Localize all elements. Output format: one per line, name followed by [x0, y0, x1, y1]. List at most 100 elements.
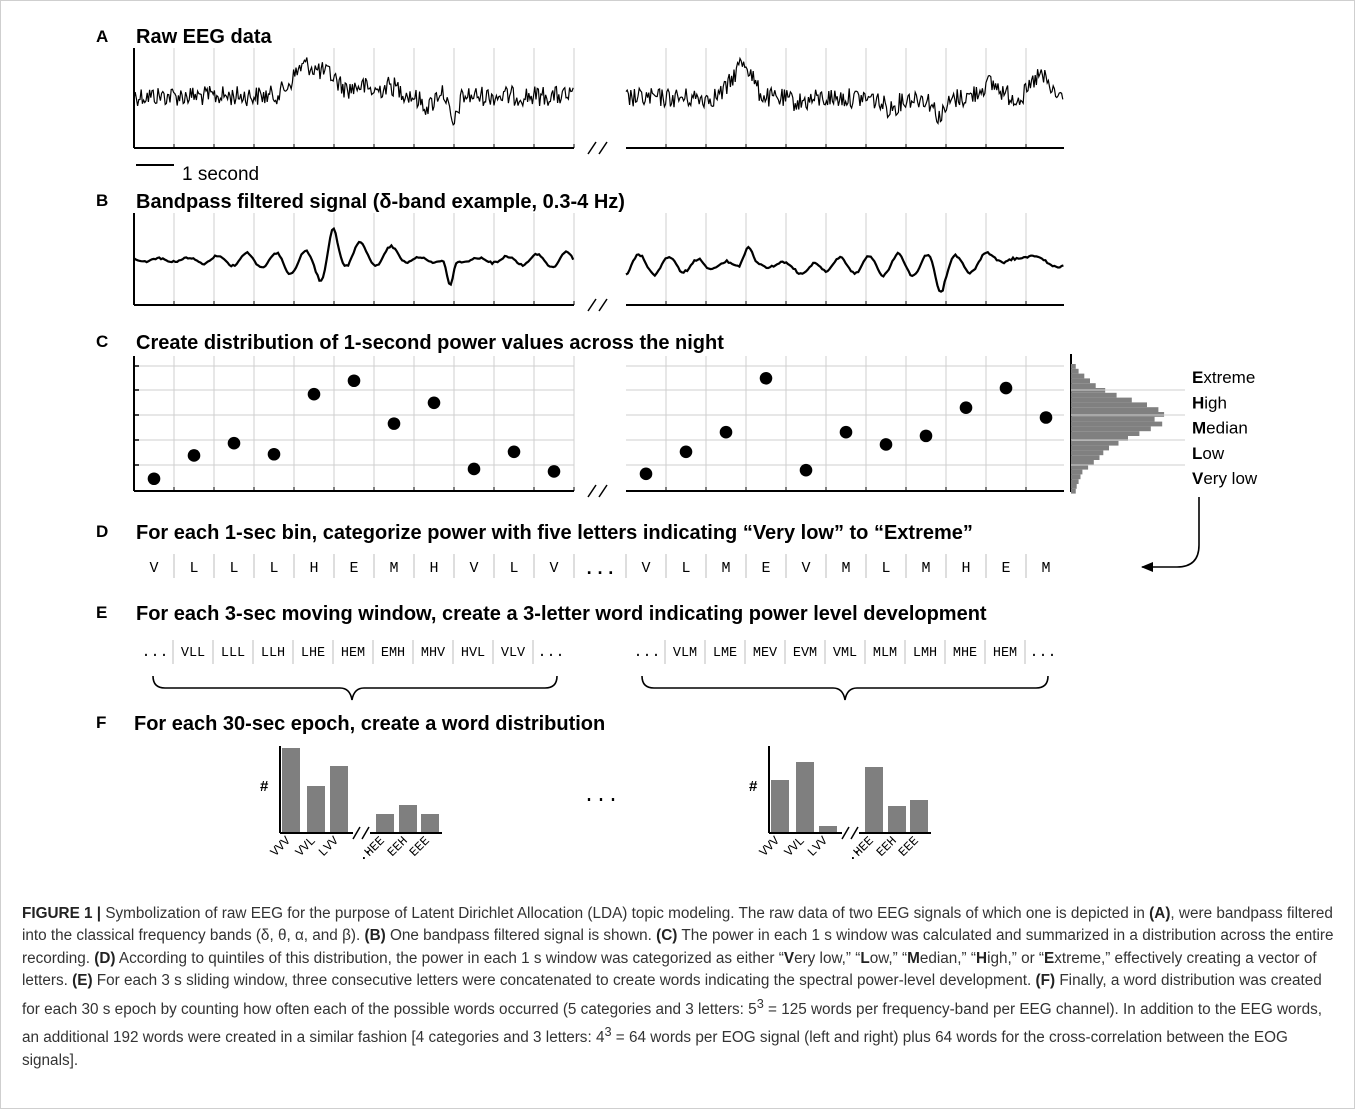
x-ellipsis-dots: . — [853, 842, 861, 857]
histogram-to-letters-arrow — [1141, 497, 1200, 572]
axis-break — [850, 826, 859, 840]
power-dot — [267, 447, 281, 461]
power-dot — [187, 449, 201, 462]
x-tick-label: VVV — [268, 834, 294, 860]
caption-part: L — [860, 949, 870, 967]
power-dot — [759, 372, 773, 385]
power-letter: M — [1041, 560, 1050, 577]
power-dot — [427, 396, 441, 410]
power-letter: L — [229, 560, 238, 577]
bar-eee — [910, 800, 928, 833]
power-word: HEM — [341, 646, 365, 661]
level-label: High — [1192, 393, 1227, 412]
power-letter: L — [681, 560, 690, 577]
caption-part: E — [1044, 949, 1055, 967]
power-dot — [507, 445, 521, 459]
panel-a-letter: A — [96, 27, 108, 46]
power-letter: V — [641, 560, 650, 577]
level-initial: L — [1192, 444, 1202, 463]
power-dot — [839, 425, 853, 439]
word-ellipsis: ... — [633, 644, 660, 661]
histogram-bar — [1071, 392, 1117, 398]
panel-c-grid — [133, 356, 1064, 498]
power-letter: H — [309, 560, 318, 577]
y-symbol: # — [260, 778, 269, 795]
power-dot — [719, 425, 733, 439]
panel-b-grid — [133, 213, 1064, 312]
caption-part: = 64 words per EOG signal (left and righ… — [22, 1029, 1288, 1069]
power-letter: E — [1001, 560, 1010, 577]
power-letter: L — [509, 560, 518, 577]
power-letter: H — [429, 560, 438, 577]
power-dot — [347, 374, 361, 388]
panel-d-letter: D — [96, 522, 108, 541]
panel-f-letter: F — [96, 713, 106, 732]
axis-break — [598, 484, 608, 498]
power-dot — [227, 436, 241, 450]
histogram-bar — [1071, 445, 1109, 451]
level-label: Extreme — [1192, 368, 1255, 387]
power-word: EVM — [793, 646, 817, 661]
power-dot — [799, 463, 813, 477]
x-ellipsis-dots: . — [360, 848, 368, 863]
histogram-bar — [1071, 484, 1077, 489]
axis-break — [598, 141, 608, 155]
caption-part: (B) — [364, 927, 386, 945]
bar-vvv — [771, 780, 789, 833]
level-rest: edian — [1206, 419, 1248, 438]
power-word: MLM — [873, 646, 897, 661]
bar-vvv — [282, 748, 300, 833]
histogram-bar — [1071, 364, 1076, 369]
bar-eee — [421, 814, 439, 833]
histogram-bar — [1071, 402, 1147, 408]
panel-b-title: Bandpass filtered signal (δ-band example… — [136, 191, 625, 213]
raw-eeg-trace-left — [133, 57, 574, 126]
x-tick-label: VVL — [782, 834, 808, 860]
level-label: Median — [1192, 419, 1248, 438]
panel-d-title: For each 1-sec bin, categorize power wit… — [136, 522, 973, 544]
caption-part: edian,” “ — [919, 949, 976, 967]
caption-part: xtreme,” effectively creating a vector o… — [22, 949, 1317, 990]
axis-break — [587, 484, 597, 498]
caption-part: (A) — [1149, 905, 1171, 922]
bar-hee — [376, 814, 394, 833]
histogram-bar — [1071, 431, 1140, 436]
middle-ellipsis: ... — [583, 785, 619, 808]
power-letter: E — [349, 560, 358, 577]
y-symbol: # — [749, 778, 758, 795]
word-ellipsis: ... — [537, 644, 564, 661]
histogram-bar — [1071, 474, 1081, 480]
histogram-bar — [1071, 436, 1128, 441]
x-tick-label: LVV — [805, 834, 831, 860]
histogram-bar — [1071, 464, 1089, 470]
histogram-bar — [1071, 488, 1076, 494]
level-initial: M — [1192, 419, 1206, 438]
caption-part: According to quintiles of this distribut… — [115, 949, 784, 967]
caption-part: V — [783, 949, 795, 967]
x-tick-label: EEH — [874, 834, 900, 860]
power-letter: V — [549, 560, 558, 577]
histogram-bar — [1071, 460, 1094, 465]
axis-break — [598, 298, 608, 312]
histogram-bar — [1071, 416, 1155, 422]
power-dot — [999, 381, 1013, 395]
figure-diagram: A Raw EEG data 1 second B Bandpass filte… — [96, 26, 1258, 863]
panel-c-title: Create distribution of 1-second power va… — [136, 332, 724, 354]
caption-part: (E) — [72, 972, 93, 990]
power-dot — [547, 465, 561, 478]
letter-sequence: V L L L H E M H V L V V L M E V M L M H E M... — [149, 554, 1051, 580]
power-letter: V — [469, 560, 478, 577]
power-dot — [879, 438, 893, 451]
histogram-bar — [1071, 373, 1085, 379]
power-letter: M — [921, 560, 930, 577]
power-word: LLH — [261, 646, 285, 661]
word-sequence: ... VLL LLL LLH LHE HEM EMH MHV HVL VLV...... VLM L… — [141, 640, 1057, 664]
figure-caption: FIGURE 1 | Symbolization of raw EEG for … — [22, 903, 1340, 1072]
power-letter: L — [189, 560, 198, 577]
panel-c-letter: C — [96, 332, 108, 351]
level-label: Low — [1192, 444, 1225, 463]
histogram-bar — [1071, 397, 1132, 403]
caption-part: M — [907, 949, 920, 967]
